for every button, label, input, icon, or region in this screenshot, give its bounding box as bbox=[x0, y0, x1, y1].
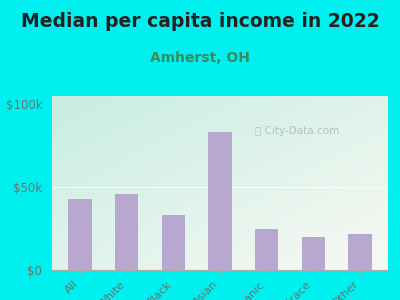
Bar bbox=[68, 199, 92, 270]
Bar bbox=[115, 194, 138, 270]
Text: Median per capita income in 2022: Median per capita income in 2022 bbox=[21, 12, 379, 31]
Bar bbox=[208, 133, 232, 270]
Bar bbox=[302, 237, 325, 270]
Bar bbox=[255, 229, 278, 270]
Bar bbox=[348, 233, 372, 270]
Bar bbox=[162, 215, 185, 270]
Text: ⓘ City-Data.com: ⓘ City-Data.com bbox=[255, 126, 340, 136]
Text: Amherst, OH: Amherst, OH bbox=[150, 51, 250, 65]
